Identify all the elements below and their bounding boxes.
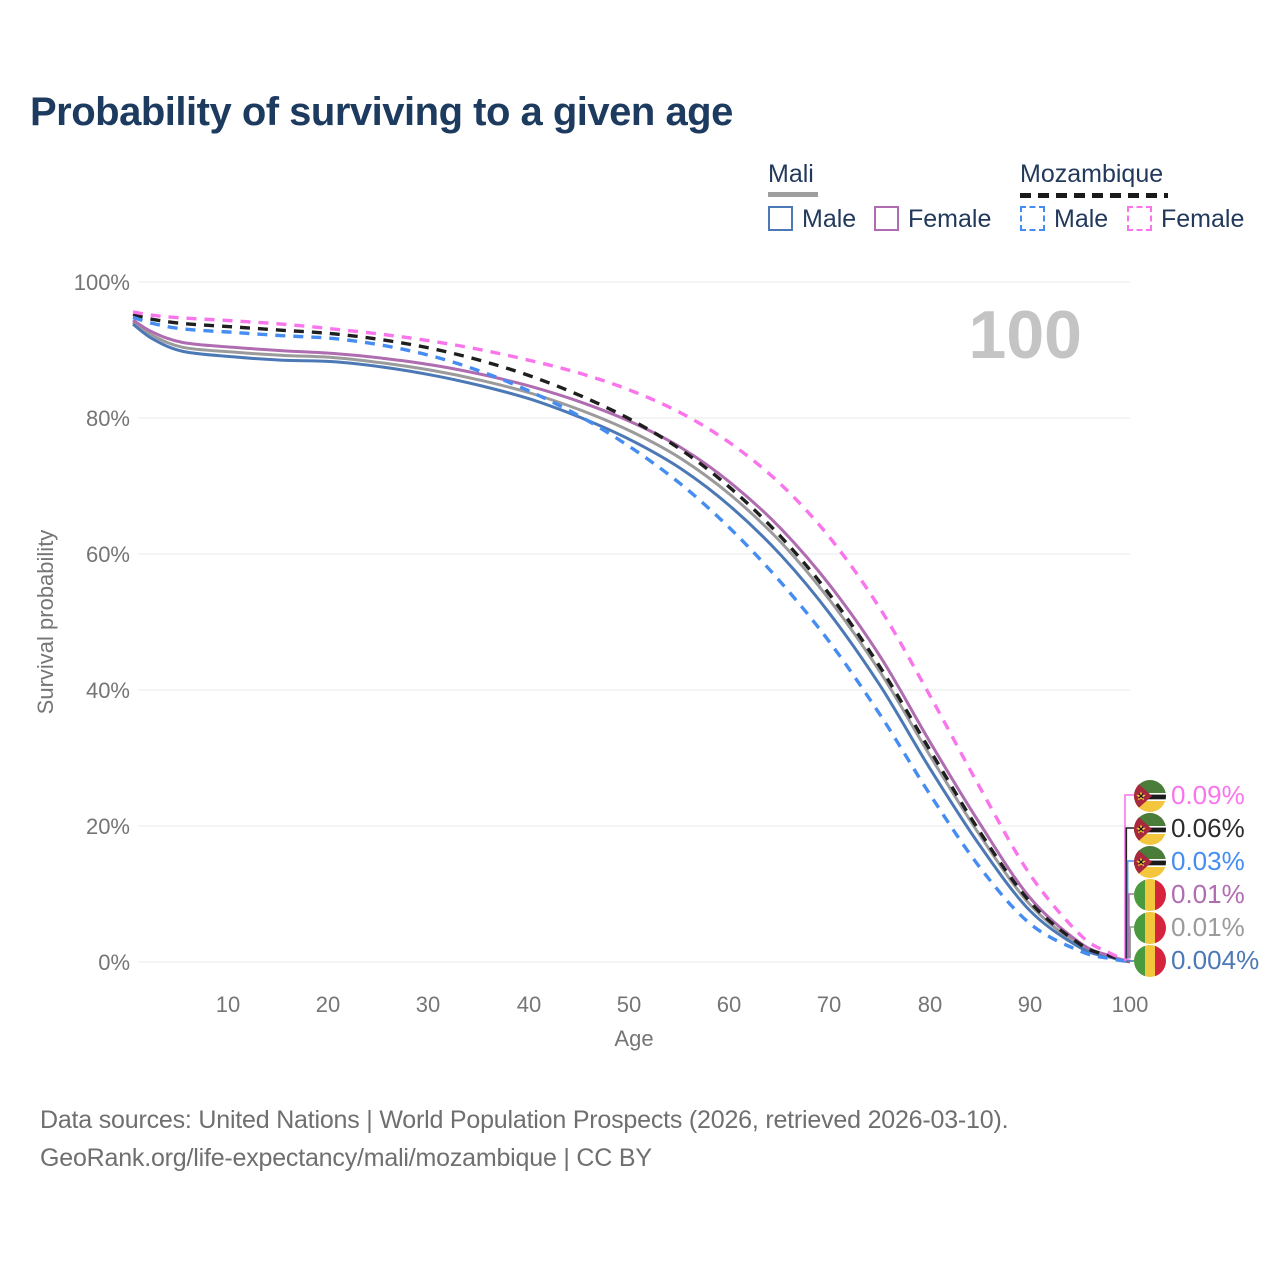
- y-tick-20: 20%: [85, 814, 130, 839]
- end-value-mozambique-female: 0.09%: [1171, 780, 1245, 810]
- x-tick-70: 70: [816, 992, 842, 1017]
- end-label-row-mali-male: 0.004%: [1134, 944, 1280, 977]
- series-line-mali-male[interactable]: [132, 323, 1131, 964]
- mozambique-flag-icon: [1134, 779, 1166, 812]
- end-label-row-mozambique-male: 0.03%: [1134, 845, 1280, 878]
- y-tick-100: 100%: [73, 270, 130, 295]
- legend-checkbox-mali-female[interactable]: [874, 206, 899, 231]
- legend-mozambique-dashed-line-sample: [1020, 193, 1168, 198]
- y-tick-0: 0%: [98, 950, 130, 975]
- legend-label-mozambique-male[interactable]: Male: [1054, 205, 1109, 233]
- x-tick-60: 60: [716, 992, 742, 1017]
- series-line-mozambique-female[interactable]: [132, 310, 1131, 963]
- data-sources-line: Data sources: United Nations | World Pop…: [40, 1106, 1009, 1134]
- legend-group-mali-label: Mali: [768, 160, 814, 188]
- gridlines: [138, 281, 1130, 963]
- y-tick-80: 80%: [85, 406, 130, 431]
- x-tick-10: 10: [215, 992, 241, 1017]
- x-tick-40: 40: [516, 992, 542, 1017]
- series-line-mozambique-male[interactable]: [132, 315, 1131, 964]
- mali-flag-icon: [1134, 944, 1166, 977]
- end-label-row-mali-both: 0.01%: [1134, 911, 1280, 944]
- end-label-row-mozambique-both: 0.06%: [1134, 812, 1280, 845]
- x-tick-80: 80: [917, 992, 943, 1017]
- legend-checkbox-mali-male[interactable]: [768, 206, 793, 231]
- end-label-connector-mali-female: [1128, 893, 1135, 959]
- y-tick-40: 40%: [85, 678, 130, 703]
- legend-label-mali-female[interactable]: Female: [908, 205, 992, 233]
- end-value-mozambique-both: 0.06%: [1171, 813, 1245, 843]
- legend-checkbox-mozambique-male[interactable]: [1020, 206, 1045, 231]
- end-label-connector-mozambique-male: [1126, 860, 1135, 959]
- end-label-connector-mozambique-both: [1125, 827, 1135, 959]
- end-label-connector-mali-both: [1129, 926, 1135, 959]
- x-tick-20: 20: [315, 992, 341, 1017]
- x-tick-50: 50: [616, 992, 642, 1017]
- x-tick-90: 90: [1017, 992, 1043, 1017]
- end-label-row-mali-female: 0.01%: [1134, 878, 1280, 911]
- legend-checkbox-mozambique-female[interactable]: [1127, 206, 1152, 231]
- x-tick-100: 100: [1111, 992, 1149, 1017]
- attribution-line[interactable]: GeoRank.org/life-expectancy/mali/mozambi…: [40, 1144, 652, 1172]
- series-line-mozambique-both[interactable]: [132, 312, 1131, 964]
- legend-label-mali-male[interactable]: Male: [802, 205, 857, 233]
- end-value-mozambique-male: 0.03%: [1171, 846, 1245, 876]
- end-label-connector-mozambique-female: [1124, 794, 1135, 959]
- mozambique-flag-icon: [1134, 845, 1166, 878]
- x-axis-title: Age: [614, 1026, 654, 1051]
- x-tick-30: 30: [415, 992, 441, 1017]
- mozambique-flag-icon: [1134, 812, 1166, 845]
- end-value-mali-male: 0.004%: [1171, 945, 1260, 975]
- y-tick-60: 60%: [85, 542, 130, 567]
- end-label-row-mozambique-female: 0.09%: [1134, 779, 1280, 812]
- age-counter-watermark: 100: [968, 297, 1082, 373]
- series-line-mali-both[interactable]: [132, 320, 1131, 964]
- page-title: Probability of surviving to a given age: [30, 90, 733, 134]
- legend-group-mozambique-label: Mozambique: [1020, 160, 1164, 188]
- mali-flag-icon: [1134, 878, 1166, 911]
- legend-label-mozambique-female[interactable]: Female: [1161, 205, 1245, 233]
- end-value-mali-female: 0.01%: [1171, 879, 1245, 909]
- end-value-mali-both: 0.01%: [1171, 912, 1245, 942]
- mali-flag-icon: [1134, 911, 1166, 944]
- legend-mali-solid-line-sample: [768, 192, 818, 197]
